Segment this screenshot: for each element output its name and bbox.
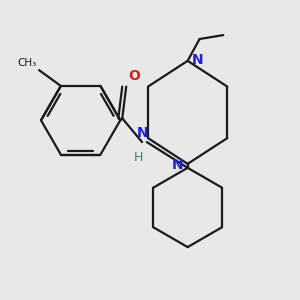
Text: O: O <box>128 69 140 83</box>
Text: N: N <box>192 52 203 67</box>
Text: H: H <box>134 151 144 164</box>
Text: CH₃: CH₃ <box>18 58 37 68</box>
Text: N: N <box>172 158 184 172</box>
Text: N: N <box>136 126 148 140</box>
